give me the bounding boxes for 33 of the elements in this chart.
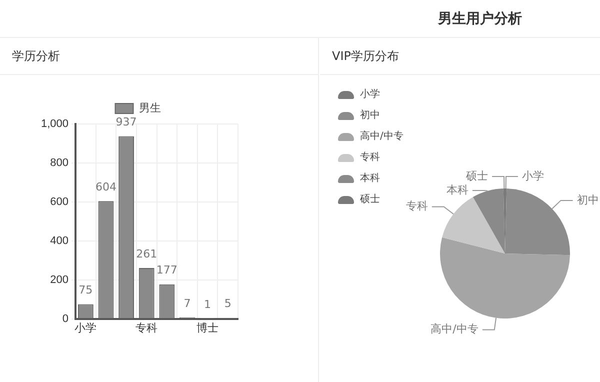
data-label: 177 (156, 264, 178, 277)
data-label: 937 (116, 116, 137, 129)
x-tick-label: 博士 (196, 321, 219, 334)
y-tick-label: 800 (50, 156, 69, 169)
slice-label: 本科 (446, 183, 468, 196)
chart-title: 学历分析 (0, 38, 318, 75)
legend-label: 初中 (359, 108, 381, 122)
y-tick-label: 600 (50, 196, 69, 208)
x-tick-label: 专科 (136, 321, 158, 334)
legend-label: 高中/中专 (359, 130, 404, 144)
data-label: 7 (184, 296, 191, 310)
y-tick-label: 200 (50, 274, 69, 286)
y-tick-label: 400 (50, 234, 69, 247)
y-tick-label: 0 (62, 312, 69, 325)
slice-label: 专科 (406, 200, 428, 213)
x-tick-label: 小学 (74, 321, 97, 334)
y-tick-label: 1,000 (40, 118, 69, 130)
slice-label: 硕士 (465, 169, 488, 182)
legend-label: 小学 (359, 88, 381, 102)
slice-label: 小学 (522, 169, 544, 182)
data-label: 75 (78, 284, 93, 297)
legend-label: 专科 (359, 150, 381, 164)
slice-label: 初中 (576, 193, 599, 206)
slice-label: 高中/中专 (430, 322, 478, 336)
legend-label: 硕士 (359, 192, 381, 206)
chart-title: VIP学历分布 (320, 38, 600, 75)
data-label: 604 (95, 180, 116, 194)
text: 男生用户分析 (438, 10, 522, 28)
legend-label: 男生 (138, 102, 161, 115)
legend-label: 本科 (359, 172, 381, 186)
data-label: 1 (204, 298, 212, 311)
data-label: 261 (136, 247, 158, 260)
data-label: 5 (224, 297, 232, 310)
